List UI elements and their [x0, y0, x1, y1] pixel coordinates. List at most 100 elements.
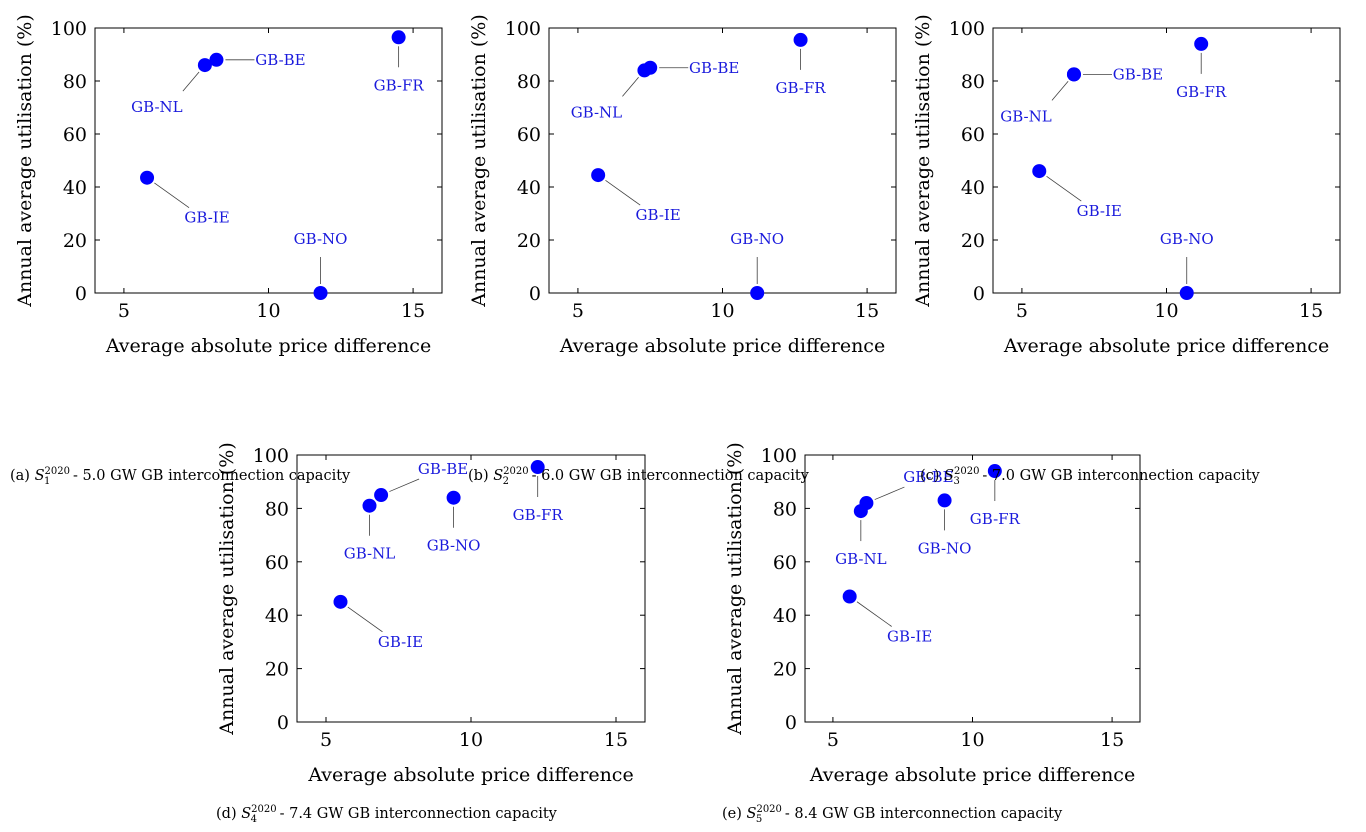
x-tick-label: 15: [604, 729, 628, 751]
y-tick-label: 60: [773, 552, 797, 574]
y-tick-label: 100: [505, 18, 541, 40]
x-axis-label: Average absolute price difference: [809, 764, 1135, 786]
data-point: [530, 460, 545, 475]
point-label: GB-NO: [918, 539, 972, 557]
x-axis-label: Average absolute price difference: [559, 335, 885, 357]
scatter-panel-b: 5 10 15 0 20 40 60 80 100 Average absolute price …: [468, 14, 897, 357]
data-point: [313, 286, 328, 300]
x-tick-label: 15: [401, 300, 425, 322]
y-tick-label: 0: [75, 283, 87, 305]
leader-line: [622, 77, 639, 97]
y-tick-label: 100: [253, 445, 289, 467]
y-tick-label: 0: [277, 712, 289, 734]
data-point: [859, 496, 874, 511]
plot-frame: [804, 454, 1141, 723]
point-label: GB-NO: [730, 230, 784, 248]
x-tick-label: 10: [960, 729, 984, 751]
y-tick-label: 80: [517, 71, 541, 93]
leader-line: [605, 179, 641, 206]
point-label: GB-NL: [131, 98, 182, 116]
leader-line: [154, 182, 190, 209]
point-label: GB-BE: [689, 59, 739, 77]
y-tick-label: 80: [961, 71, 985, 93]
x-tick-label: 5: [118, 300, 130, 322]
scatter-panel-d: 5 10 15 0 20 40 60 80 100 Average absolute price …: [216, 442, 646, 786]
x-tick-label: 5: [1016, 300, 1028, 322]
leader-line: [874, 486, 905, 500]
caption-symbol: S: [241, 805, 252, 822]
y-tick-label: 40: [961, 177, 985, 199]
y-tick-label: 80: [265, 498, 289, 520]
x-tick-label: 10: [710, 300, 734, 322]
data-point: [333, 594, 348, 609]
data-point: [1032, 164, 1047, 179]
y-tick-label: 40: [265, 605, 289, 627]
caption-prefix: (c): [920, 467, 940, 484]
caption-sup: 2020: [953, 466, 980, 477]
y-tick-label: 40: [773, 605, 797, 627]
y-tick-label: 20: [265, 659, 289, 681]
y-axis-label: Annual average utilisation (%): [14, 14, 36, 308]
x-tick-label: 10: [256, 300, 280, 322]
data-point: [1066, 67, 1081, 82]
caption-sup: 2020: [44, 466, 70, 477]
y-tick-label: 100: [949, 18, 985, 40]
y-tick-label: 0: [529, 283, 541, 305]
y-tick-label: 80: [773, 498, 797, 520]
leader-line: [1046, 176, 1082, 202]
caption-symbol: S: [493, 467, 504, 484]
data-point: [1179, 286, 1194, 300]
leader-line: [389, 478, 420, 492]
data-point: [362, 498, 377, 513]
caption-sub: 4: [250, 813, 257, 825]
y-axis-label: Annual average utilisation (%): [468, 14, 490, 308]
point-label: GB-NO: [1160, 230, 1214, 248]
caption-text: - 8.4 GW GB interconnection capacity: [784, 805, 1063, 822]
y-tick-label: 20: [63, 230, 87, 252]
x-tick-label: 5: [827, 729, 839, 751]
data-point: [750, 286, 765, 300]
x-tick-label: 5: [320, 729, 332, 751]
scatter-panel-a: 5 10 15 0 20 40 60 80 100 Average absolute price …: [14, 14, 443, 357]
scatter-panel-e: 5 10 15 0 20 40 60 80 100 Average absolute price …: [724, 442, 1141, 786]
x-axis-label: Average absolute price difference: [1003, 335, 1329, 357]
point-label: GB-IE: [1077, 202, 1122, 220]
caption-sub: 5: [755, 813, 763, 825]
leader-line: [182, 71, 200, 92]
data-point: [446, 490, 461, 505]
y-tick-label: 40: [63, 177, 87, 199]
x-tick-label: 10: [1154, 300, 1178, 322]
data-point: [793, 32, 808, 47]
data-point: [1194, 36, 1209, 51]
caption-prefix: (a): [10, 467, 30, 484]
point-label: GB-IE: [636, 206, 681, 224]
point-label: GB-FR: [776, 79, 827, 97]
y-tick-label: 0: [785, 712, 797, 734]
leader-line: [856, 601, 892, 627]
data-point: [937, 493, 952, 508]
y-tick-label: 100: [761, 445, 797, 467]
plot-frame: [296, 454, 646, 723]
caption-sup: 2020: [251, 804, 277, 815]
point-label: GB-NL: [835, 550, 886, 568]
y-axis-label: Annual average utilisation (%): [216, 442, 238, 736]
scatter-panel-c: 5 10 15 0 20 40 60 80 100 Average absolute price …: [912, 14, 1341, 357]
y-tick-label: 80: [63, 71, 87, 93]
caption-b: (b) S20202 - 6.0 GW GB interconnection c…: [468, 466, 809, 487]
y-tick-label: 60: [265, 552, 289, 574]
caption-d: (d) S20204 - 7.4 GW GB interconnection c…: [216, 804, 557, 825]
caption-symbol: S: [34, 467, 45, 484]
point-label: GB-IE: [887, 628, 932, 646]
data-point: [140, 170, 155, 185]
point-label: GB-FR: [970, 510, 1021, 528]
x-tick-label: 5: [572, 300, 584, 322]
caption-a: (a) S20201 - 5.0 GW GB interconnection c…: [10, 466, 350, 487]
x-axis-label: Average absolute price difference: [307, 764, 633, 786]
data-point: [842, 589, 857, 604]
caption-sub: 3: [953, 475, 960, 487]
y-tick-label: 60: [63, 124, 87, 146]
caption-sub: 2: [502, 475, 509, 487]
point-label: GB-BE: [903, 468, 953, 486]
x-tick-label: 10: [459, 729, 483, 751]
